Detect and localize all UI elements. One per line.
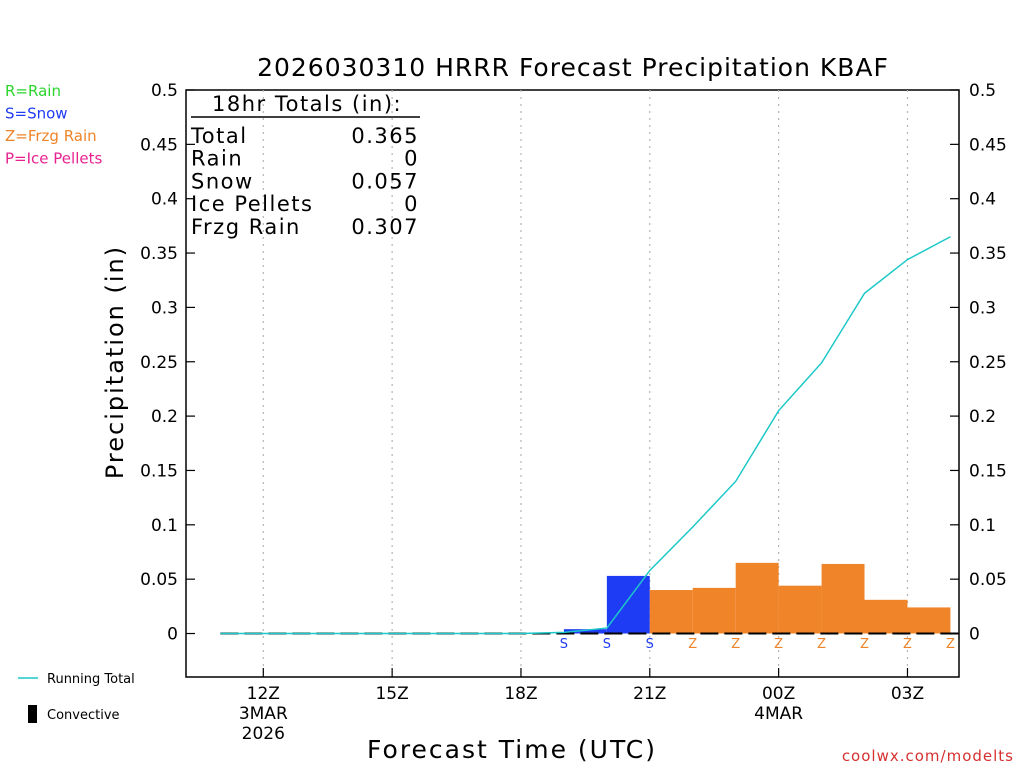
legend-ice_pellets: P=Ice Pellets [5, 150, 102, 168]
precip-bar [907, 607, 951, 634]
precip-bar [778, 585, 822, 634]
y-tick-label-right: 0.25 [969, 353, 1007, 373]
totals-label: Snow [191, 169, 254, 193]
ptype-marker: Z [860, 637, 869, 652]
y-tick-label-left: 0.4 [151, 190, 178, 210]
y-tick-label-right: 0.05 [969, 570, 1007, 590]
y-tick-label-left: 0.45 [140, 135, 178, 155]
x-tick-label: 12Z [247, 684, 280, 704]
y-axis-ticks: 0 0 0.05 0.05 0.1 0.1 0.15 0.15 0.2 0.2 0.25 0.25 0.… [140, 81, 1007, 645]
legend-frzg_rain: Z=Frzg Rain [5, 127, 97, 145]
ptype-marker: S [646, 637, 654, 652]
totals-box: 18hr Totals (in): Total 0.365 Rain 0 Snow 0.0… [190, 92, 420, 239]
ptype-marker: S [560, 637, 568, 652]
y-tick-label-right: 0.4 [969, 190, 996, 210]
plot-frame [185, 89, 960, 678]
convective-swatch [28, 705, 37, 723]
precip-type-legend: R=Rain S=Snow Z=Frzg Rain P=Ice Pellets [5, 82, 102, 168]
totals-value: 0.057 [351, 169, 419, 193]
precip-bar [649, 590, 693, 634]
ptype-marker: S [603, 637, 611, 652]
y-tick-label-left: 0.15 [140, 461, 178, 481]
footer-credit: coolwx.com/modelts [842, 747, 1014, 765]
x-tick-label: 03Z [891, 684, 924, 704]
precip-bar [735, 562, 779, 634]
x-tick-year: 2026 [242, 724, 285, 744]
y-tick-label-right: 0 [969, 625, 980, 645]
x-tick-label: 18Z [504, 684, 537, 704]
precip-bar [692, 587, 736, 634]
precip-bar [606, 575, 650, 634]
totals-value: 0.365 [351, 124, 419, 148]
y-axis-label: Precipitation (in) [101, 245, 129, 479]
precip-bar [864, 599, 908, 634]
y-tick-label-right: 0.2 [969, 407, 996, 427]
y-tick-label-right: 0.5 [969, 81, 996, 101]
precip-bars [563, 562, 951, 634]
x-tick-label: 00Z [762, 684, 795, 704]
totals-label: Rain [191, 147, 243, 171]
ptype-marker: Z [946, 637, 955, 652]
totals-value: 0 [404, 147, 419, 171]
chart-title: 2026030310 HRRR Forecast Precipitation K… [257, 53, 889, 82]
totals-label: Frzg Rain [191, 215, 301, 239]
legend-rain: R=Rain [5, 82, 61, 100]
y-tick-label-left: 0.2 [151, 407, 178, 427]
y-tick-label-right: 0.45 [969, 135, 1007, 155]
y-tick-label-right: 0.35 [969, 244, 1007, 264]
totals-value: 0.307 [351, 215, 419, 239]
totals-value: 0 [404, 192, 419, 216]
totals-label: Ice Pellets [191, 192, 313, 216]
y-tick-label-left: 0.05 [140, 570, 178, 590]
y-tick-label-left: 0 [167, 625, 178, 645]
x-tick-date: 3MAR [239, 704, 288, 724]
precip-bar [821, 563, 865, 634]
ptype-marker: Z [731, 637, 740, 652]
y-tick-label-left: 0.5 [151, 81, 178, 101]
ptype-marker: Z [688, 637, 697, 652]
totals-title: 18hr Totals (in): [212, 92, 402, 116]
y-tick-label-left: 0.1 [151, 516, 178, 536]
running-total-line [220, 236, 951, 635]
ptype-marker: Z [903, 637, 912, 652]
x-tick-label: 21Z [633, 684, 666, 704]
y-tick-label-right: 0.15 [969, 461, 1007, 481]
ptype-marker: Z [774, 637, 783, 652]
series-legend: Running Total Convective [18, 672, 135, 723]
running-total-legend-label: Running Total [47, 672, 135, 687]
y-tick-label-right: 0.3 [969, 298, 996, 318]
ptype-marker: Z [817, 637, 826, 652]
totals-label: Total [190, 124, 248, 148]
y-tick-label-left: 0.35 [140, 244, 178, 264]
x-tick-label: 15Z [375, 684, 408, 704]
precip-bar [563, 629, 607, 634]
convective-legend-label: Convective [47, 708, 120, 723]
x-axis-label: Forecast Time (UTC) [367, 735, 657, 764]
x-tick-date: 4MAR [754, 704, 803, 724]
y-tick-label-left: 0.3 [151, 298, 178, 318]
y-tick-label-right: 0.1 [969, 516, 996, 536]
y-tick-label-left: 0.25 [140, 353, 178, 373]
legend-snow: S=Snow [5, 105, 68, 123]
